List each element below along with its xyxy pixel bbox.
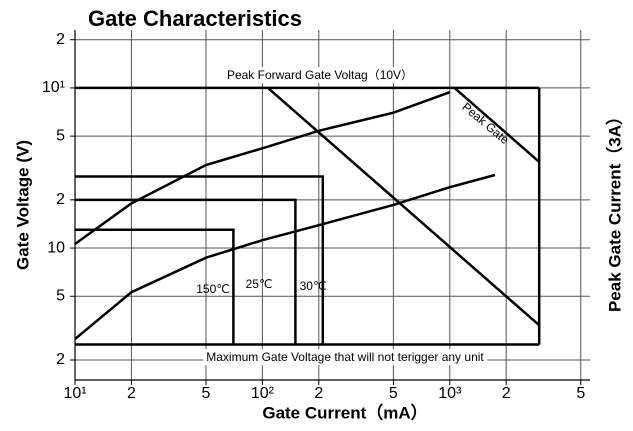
- series-label: 150℃: [196, 282, 230, 296]
- x-tick-label: 5: [389, 385, 398, 402]
- series-label-group: Maximum Gate Voltage that will not terig…: [203, 349, 488, 366]
- series-line: [75, 198, 297, 345]
- series-label-group: Peak Gate: [459, 100, 512, 147]
- x-tick-label: 10¹: [63, 385, 86, 402]
- series-label-group: 30℃: [300, 279, 327, 293]
- series-label: 30℃: [300, 279, 327, 293]
- x-tick-label: 2: [127, 385, 136, 402]
- series-label: Maximum Gate Voltage that will not terig…: [206, 350, 484, 364]
- y2-axis-label: Peak Gate Current（3A）: [604, 108, 624, 312]
- series-label-group: 25℃: [246, 277, 273, 291]
- series-line: [75, 228, 235, 345]
- series-line: [74, 173, 496, 341]
- series-label: Peak Forward Gate Voltag（10V）: [227, 68, 413, 82]
- series-line: [453, 86, 541, 163]
- y-tick-label: 10: [47, 239, 65, 256]
- x-tick-label: 5: [576, 385, 585, 402]
- y-axis-label: Gate Voltage (V): [13, 140, 32, 270]
- series-label: Peak Gate: [459, 100, 512, 147]
- x-tick-label: 10²: [251, 385, 275, 402]
- x-tick-label: 5: [202, 385, 211, 402]
- labels: 10¹ 2 5 10² 2 5 10³ 2 5 2 10¹ 5 2 10 5 2 Peak Forward Ga…: [42, 31, 585, 402]
- series-label-group: 150℃: [196, 282, 230, 296]
- series-line: [74, 91, 451, 246]
- grid: [70, 30, 590, 385]
- y-tick-label: 2: [56, 31, 65, 48]
- x-tick-label: 2: [502, 385, 511, 402]
- y-tick-label: 10¹: [42, 79, 65, 96]
- plot: [74, 86, 541, 346]
- label-background: [223, 67, 417, 84]
- series-label-group: Peak Forward Gate Voltag（10V）: [223, 67, 417, 84]
- x-tick-label: 10³: [438, 385, 462, 402]
- chart-title: Gate Characteristics: [88, 6, 302, 31]
- label-background: [203, 349, 488, 366]
- y-tick-label: 5: [56, 127, 65, 144]
- y-tick-label: 2: [56, 191, 65, 208]
- series-line: [267, 86, 541, 327]
- x-axis-label: Gate Current（mA）: [262, 402, 427, 422]
- x-tick-label: 2: [314, 385, 323, 402]
- series-label: 25℃: [246, 277, 273, 291]
- series-line: [75, 175, 325, 345]
- y-tick-label: 2: [56, 351, 65, 368]
- y-tick-label: 5: [56, 287, 65, 304]
